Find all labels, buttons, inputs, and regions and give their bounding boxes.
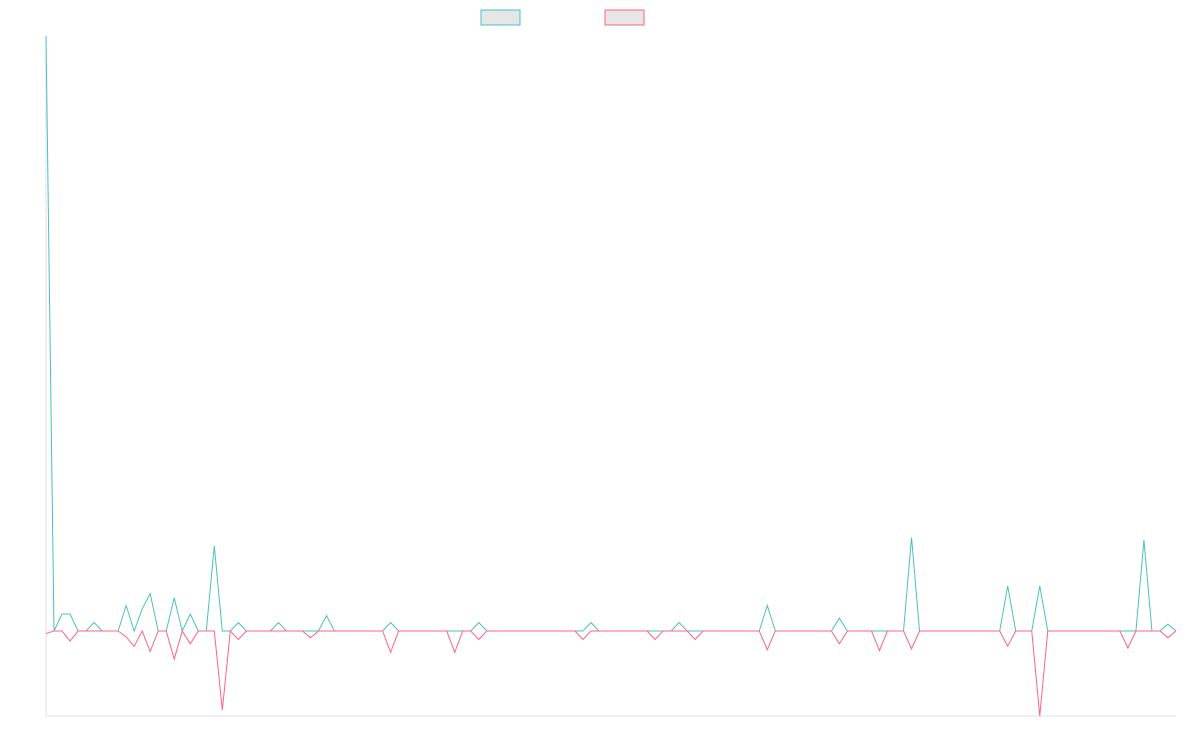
legend-swatch bbox=[480, 9, 521, 26]
line-series bbox=[45, 35, 1177, 633]
legend-swatch bbox=[604, 9, 645, 26]
line-series bbox=[45, 629, 1177, 717]
